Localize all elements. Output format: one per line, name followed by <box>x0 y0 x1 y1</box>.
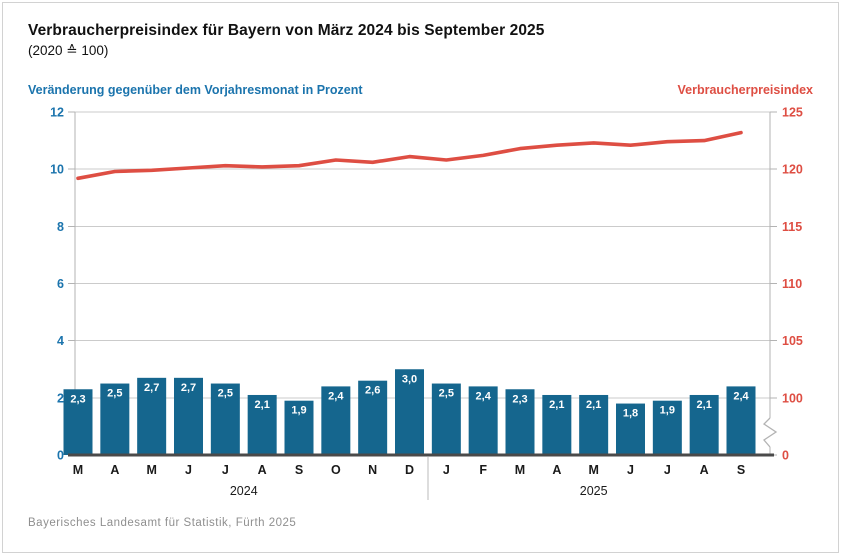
left-tick-label: 0 <box>57 449 64 463</box>
bar-value-label: 1,9 <box>291 405 306 417</box>
bar <box>247 394 277 455</box>
bar-value-label: 2,1 <box>255 399 270 411</box>
month-label: M <box>146 463 156 477</box>
bar <box>321 386 351 455</box>
right-tick-label: 105 <box>782 334 803 348</box>
right-axis-title: Verbraucherpreisindex <box>677 83 813 97</box>
bar <box>726 386 756 455</box>
bar-value-label: 2,7 <box>144 382 159 394</box>
axis-break-icon <box>762 417 778 448</box>
bar <box>174 377 203 455</box>
bar-value-label: 2,6 <box>365 385 380 397</box>
right-tick-label: 115 <box>782 220 802 234</box>
bar-value-label: 2,1 <box>697 399 712 411</box>
bar-value-label: 2,4 <box>733 390 749 402</box>
bar-value-label: 2,3 <box>70 393 85 405</box>
bar-value-label: 2,5 <box>107 388 122 400</box>
bar-value-label: 1,9 <box>660 405 675 417</box>
bar-value-label: 2,1 <box>586 399 601 411</box>
bar <box>431 383 461 455</box>
left-axis-title: Veränderung gegenüber dem Vorjahresmonat… <box>28 83 363 97</box>
bar <box>689 394 719 455</box>
bar <box>652 400 682 455</box>
left-tick-label: 12 <box>50 106 64 120</box>
month-label: M <box>588 463 598 477</box>
month-label: S <box>295 463 303 477</box>
year-label: 2025 <box>580 484 608 498</box>
bar-value-label: 2,5 <box>218 388 233 400</box>
month-label: M <box>73 463 83 477</box>
right-tick-label: 120 <box>782 163 803 177</box>
bar <box>210 383 240 455</box>
left-tick-label: 8 <box>57 220 64 234</box>
month-label: M <box>515 463 525 477</box>
month-label: J <box>222 463 229 477</box>
bar <box>63 389 93 455</box>
month-label: J <box>627 463 634 477</box>
month-label: J <box>443 463 450 477</box>
month-label: A <box>552 463 561 477</box>
month-label: A <box>110 463 119 477</box>
month-label: N <box>368 463 377 477</box>
source-note: Bayerisches Landesamt für Statistik, Für… <box>28 517 297 529</box>
bar <box>284 400 314 455</box>
month-label: S <box>737 463 745 477</box>
month-label: A <box>700 463 709 477</box>
chart-title: Verbraucherpreisindex für Bayern von Mär… <box>28 22 545 39</box>
right-zero-label: 0 <box>782 449 789 463</box>
index-line <box>76 130 743 181</box>
bar-value-label: 2,4 <box>328 390 344 402</box>
left-tick-label: 10 <box>50 163 64 177</box>
bar-value-label: 2,7 <box>181 382 196 394</box>
right-tick-label: 110 <box>782 277 802 291</box>
bar <box>579 394 609 455</box>
bar <box>395 369 424 455</box>
month-label: A <box>258 463 267 477</box>
bar <box>137 377 167 455</box>
left-tick-label: 6 <box>57 277 64 291</box>
bar-value-label: 2,1 <box>549 399 564 411</box>
left-tick-label: 4 <box>57 334 64 348</box>
bar-value-label: 3,0 <box>402 373 417 385</box>
right-tick-label: 100 <box>782 391 803 405</box>
month-label: O <box>331 463 341 477</box>
bar-value-label: 2,3 <box>512 393 527 405</box>
bar <box>468 386 498 455</box>
month-label: J <box>664 463 671 477</box>
month-label: J <box>185 463 192 477</box>
chart-subtitle: (2020 ≙ 100) <box>28 43 109 58</box>
left-tick-label: 2 <box>57 391 64 405</box>
bar-value-label: 1,8 <box>623 408 638 420</box>
bar <box>542 394 572 455</box>
year-label: 2024 <box>230 484 258 498</box>
month-label: D <box>405 463 414 477</box>
bar <box>505 389 535 455</box>
right-tick-label: 125 <box>782 106 803 120</box>
bar <box>100 383 130 455</box>
bar <box>616 403 645 455</box>
bar-value-label: 2,5 <box>439 388 454 400</box>
month-label: F <box>479 463 487 477</box>
bar-value-label: 2,4 <box>476 390 492 402</box>
bar <box>358 380 388 455</box>
